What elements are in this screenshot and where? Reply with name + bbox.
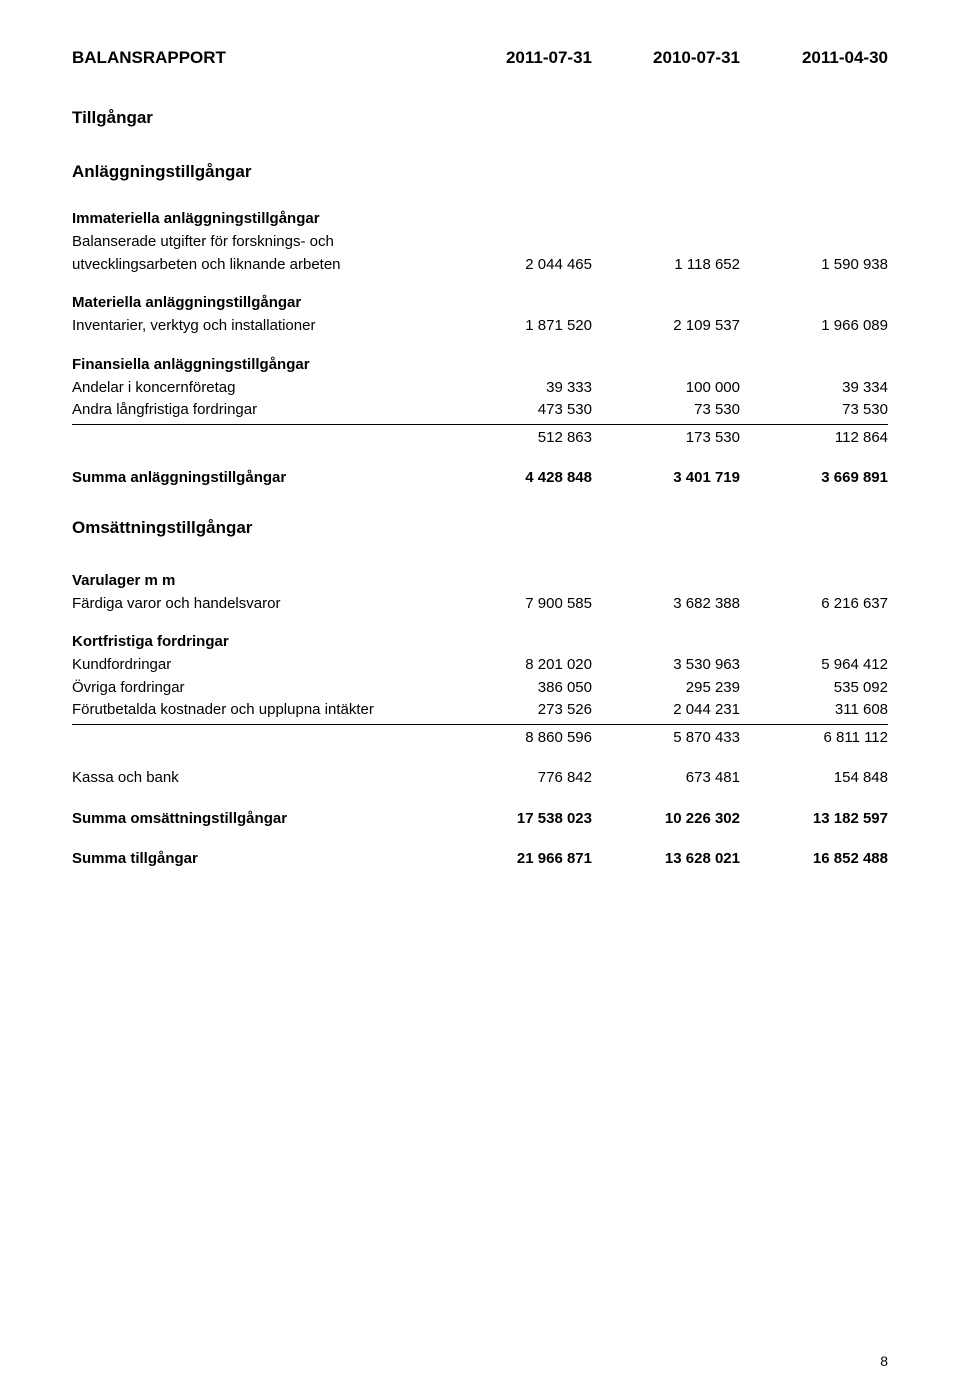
cell: 16 852 488 [778, 848, 888, 871]
cell: 776 842 [482, 767, 592, 790]
row-label [72, 727, 482, 750]
row-label: Övriga fordringar [72, 677, 482, 700]
cell: 535 092 [778, 677, 888, 700]
row-label: Summa anläggningstillgångar [72, 467, 482, 490]
heading-materiella: Materiella anläggningstillgångar [72, 294, 888, 311]
section-omsattning: Omsättningstillgångar [72, 518, 888, 538]
cell [630, 231, 740, 254]
section-anlaggning: Anläggningstillgångar [72, 162, 888, 182]
cell: 295 239 [630, 677, 740, 700]
heading-immateriella: Immateriella anläggningstillgångar [72, 210, 888, 227]
subtotal-row: 512 863 173 530 112 864 [72, 427, 888, 450]
cell: 3 669 891 [778, 467, 888, 490]
heading-finansiella: Finansiella anläggningstillgångar [72, 356, 888, 373]
col-date-1: 2011-07-31 [482, 48, 592, 68]
cell: 10 226 302 [630, 808, 740, 831]
table-row: Balanserade utgifter för forsknings- och [72, 231, 888, 254]
row-label: Kundfordringar [72, 654, 482, 677]
cell: 473 530 [482, 399, 592, 422]
cell: 8 860 596 [482, 727, 592, 750]
cell: 2 109 537 [630, 315, 740, 338]
cell: 1 966 089 [778, 315, 888, 338]
cell: 21 966 871 [482, 848, 592, 871]
cell: 1 590 938 [778, 254, 888, 277]
cell: 39 334 [778, 377, 888, 400]
heading-varulager: Varulager m m [72, 572, 888, 589]
row-label: Inventarier, verktyg och installationer [72, 315, 482, 338]
cell: 100 000 [630, 377, 740, 400]
cell: 673 481 [630, 767, 740, 790]
table-row: Övriga fordringar 386 050 295 239 535 09… [72, 677, 888, 700]
row-label: Andra långfristiga fordringar [72, 399, 482, 422]
section-tillgangar: Tillgångar [72, 108, 888, 128]
table-row: Andra långfristiga fordringar 473 530 73… [72, 399, 888, 425]
row-label: Förutbetalda kostnader och upplupna intä… [72, 699, 482, 722]
cell: 154 848 [778, 767, 888, 790]
cell: 3 530 963 [630, 654, 740, 677]
cell: 273 526 [482, 699, 592, 722]
cell: 39 333 [482, 377, 592, 400]
cell [482, 231, 592, 254]
table-row: Kundfordringar 8 201 020 3 530 963 5 964… [72, 654, 888, 677]
report-title: BALANSRAPPORT [72, 48, 482, 68]
row-label: Summa omsättningstillgångar [72, 808, 482, 831]
report-header: BALANSRAPPORT 2011-07-31 2010-07-31 2011… [72, 48, 888, 68]
cell: 3 682 388 [630, 593, 740, 616]
cell: 2 044 465 [482, 254, 592, 277]
cell: 7 900 585 [482, 593, 592, 616]
kassa-row: Kassa och bank 776 842 673 481 154 848 [72, 767, 888, 790]
cell: 13 628 021 [630, 848, 740, 871]
page-number: 8 [880, 1353, 888, 1369]
cell: 173 530 [630, 427, 740, 450]
date-columns: 2011-07-31 2010-07-31 2011-04-30 [482, 48, 888, 68]
row-label: Summa tillgångar [72, 848, 482, 871]
col-date-2: 2010-07-31 [630, 48, 740, 68]
cell: 5 870 433 [630, 727, 740, 750]
cell: 6 216 637 [778, 593, 888, 616]
row-label: Färdiga varor och handelsvaror [72, 593, 482, 616]
cell: 386 050 [482, 677, 592, 700]
cell: 6 811 112 [778, 727, 888, 750]
row-label: utvecklingsarbeten och liknande arbeten [72, 254, 482, 277]
table-row: Andelar i koncernföretag 39 333 100 000 … [72, 377, 888, 400]
cell: 112 864 [778, 427, 888, 450]
col-date-3: 2011-04-30 [778, 48, 888, 68]
cell: 8 201 020 [482, 654, 592, 677]
row-label: Balanserade utgifter för forsknings- och [72, 231, 482, 254]
cell: 13 182 597 [778, 808, 888, 831]
cell: 4 428 848 [482, 467, 592, 490]
cell: 2 044 231 [630, 699, 740, 722]
cell: 1 118 652 [630, 254, 740, 277]
summa-omsattning-row: Summa omsättningstillgångar 17 538 023 1… [72, 808, 888, 831]
cell: 311 608 [778, 699, 888, 722]
cell: 73 530 [630, 399, 740, 422]
cell: 3 401 719 [630, 467, 740, 490]
table-row: Färdiga varor och handelsvaror 7 900 585… [72, 593, 888, 616]
cell [778, 231, 888, 254]
cell: 5 964 412 [778, 654, 888, 677]
row-label: Andelar i koncernföretag [72, 377, 482, 400]
table-row: Inventarier, verktyg och installationer … [72, 315, 888, 338]
cell: 17 538 023 [482, 808, 592, 831]
summa-anlaggning-row: Summa anläggningstillgångar 4 428 848 3 … [72, 467, 888, 490]
subtotal-row: 8 860 596 5 870 433 6 811 112 [72, 727, 888, 750]
summa-tillgangar-row: Summa tillgångar 21 966 871 13 628 021 1… [72, 848, 888, 871]
heading-kortfristiga: Kortfristiga fordringar [72, 633, 888, 650]
table-row: Förutbetalda kostnader och upplupna intä… [72, 699, 888, 725]
row-label [72, 427, 482, 450]
cell: 73 530 [778, 399, 888, 422]
cell: 1 871 520 [482, 315, 592, 338]
table-row: utvecklingsarbeten och liknande arbeten … [72, 254, 888, 277]
row-label: Kassa och bank [72, 767, 482, 790]
cell: 512 863 [482, 427, 592, 450]
